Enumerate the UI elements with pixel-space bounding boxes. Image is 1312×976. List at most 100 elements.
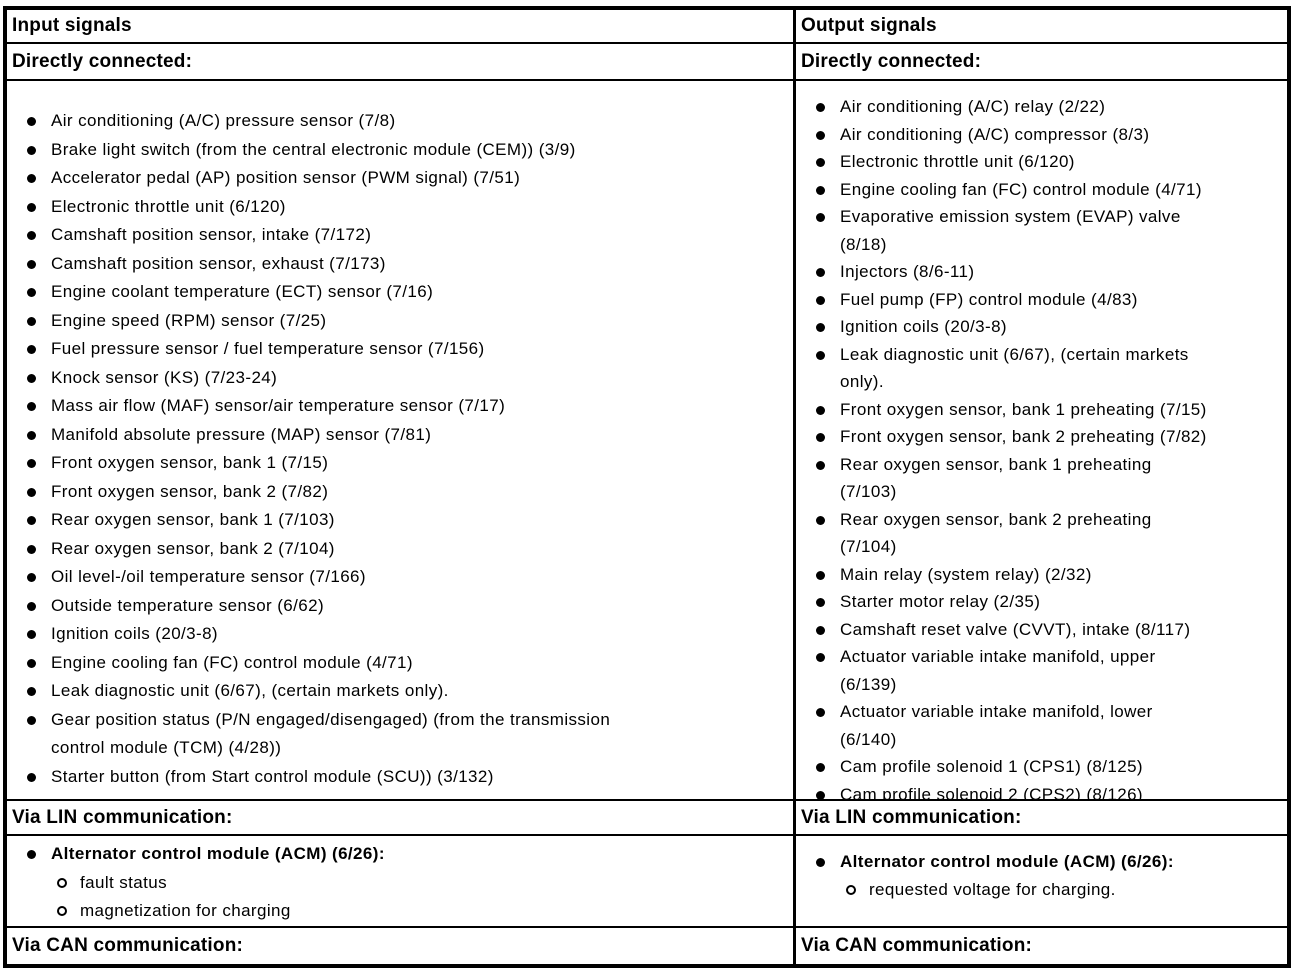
list-item: Outside temperature sensor (6/62) xyxy=(27,592,787,621)
list-item-label: Starter motor relay (2/35) xyxy=(840,592,1041,611)
list-item: Front oxygen sensor, bank 2 preheating (… xyxy=(816,423,1281,451)
bullet-icon xyxy=(27,373,36,383)
bullet-icon xyxy=(27,687,36,696)
list-item: Rear oxygen sensor, bank 2 preheating (7… xyxy=(816,506,1281,561)
list-item-label: Engine cooling fan (FC) control module (… xyxy=(51,652,413,672)
list-item: Air conditioning (A/C) compressor (8/3) xyxy=(816,121,1281,149)
sub-item-label: magnetization for charging xyxy=(80,901,291,920)
bullet-icon xyxy=(27,145,36,155)
list-item: Gear position status (P/N engaged/diseng… xyxy=(27,706,787,763)
lin-module-label: Alternator control module (ACM) (6/26): xyxy=(51,844,385,863)
input-directly-connected-cell: Directly connected: xyxy=(7,44,793,81)
bullet-icon xyxy=(27,288,36,297)
list-item: Engine speed (RPM) sensor (7/25) xyxy=(27,307,787,336)
input-signals-header-cell: Input signals xyxy=(7,10,793,44)
bullet-icon xyxy=(27,430,36,440)
list-item: Manifold absolute pressure (MAP) sensor … xyxy=(27,421,787,450)
bullet-icon xyxy=(27,850,36,859)
bullet-icon xyxy=(27,573,36,582)
output-directly-connected-label: Directly connected: xyxy=(801,50,982,72)
list-item-label: Electronic throttle unit (6/120) xyxy=(840,152,1075,171)
list-item: Oil level-/oil temperature sensor (7/166… xyxy=(27,563,787,592)
sub-item-label: fault status xyxy=(80,872,168,892)
output-via-can-label: Via CAN communication: xyxy=(801,935,1033,956)
bullet-icon xyxy=(816,130,825,140)
input-directly-connected-label: Directly connected: xyxy=(12,50,193,72)
circle-bullet-icon xyxy=(57,906,67,916)
list-item-label: Actuator variable intake manifold, lower… xyxy=(840,702,1153,749)
list-item-label: Actuator variable intake manifold, upper… xyxy=(840,647,1156,694)
list-item: Alternator control module (ACM) (6/26): xyxy=(27,840,787,869)
sub-list-item: requested voltage for charging. xyxy=(816,876,1281,904)
bullet-icon xyxy=(816,213,825,222)
bullet-icon xyxy=(27,516,36,525)
list-item-label: Mass air flow (MAF) sensor/air temperatu… xyxy=(51,396,506,415)
sub-list-item: fault status xyxy=(27,869,787,898)
bullet-icon xyxy=(27,658,36,668)
list-item-label: Ignition coils (20/3-8) xyxy=(840,317,1007,336)
list-item-label: Fuel pressure sensor / fuel temperature … xyxy=(51,339,485,358)
bullet-icon xyxy=(816,350,825,360)
input-via-lin-label: Via LIN communication: xyxy=(12,806,233,828)
list-item: Air conditioning (A/C) pressure sensor (… xyxy=(27,107,787,136)
list-item-label: Fuel pump (FP) control module (4/83) xyxy=(840,289,1138,309)
list-item-label: Air conditioning (A/C) compressor (8/3) xyxy=(840,124,1150,144)
bullet-icon xyxy=(816,323,825,332)
list-item: Cam profile solenoid 1 (CPS1) (8/125) xyxy=(816,753,1281,781)
input-lin-items-list: Alternator control module (ACM) (6/26): … xyxy=(7,836,793,926)
sub-item-label: requested voltage for charging. xyxy=(869,879,1116,899)
list-item-label: Camshaft reset valve (CVVT), intake (8/1… xyxy=(840,619,1191,639)
output-directly-connected-cell: Directly connected: xyxy=(793,44,1287,81)
list-item: Leak diagnostic unit (6/67), (certain ma… xyxy=(816,341,1281,396)
bullet-icon xyxy=(27,544,36,554)
list-item: Actuator variable intake manifold, upper… xyxy=(816,643,1281,698)
list-item-label: Engine speed (RPM) sensor (7/25) xyxy=(51,310,327,330)
list-item: Front oxygen sensor, bank 1 (7/15) xyxy=(27,449,787,478)
input-via-can-label: Via CAN communication: xyxy=(12,935,244,956)
list-item: Camshaft position sensor, intake (7/172) xyxy=(27,221,787,250)
list-item: Electronic throttle unit (6/120) xyxy=(27,193,787,222)
circle-bullet-icon xyxy=(57,877,67,888)
lin-module-label: Alternator control module (ACM) (6/26): xyxy=(840,852,1174,871)
list-item-label: Rear oxygen sensor, bank 2 (7/104) xyxy=(51,538,335,558)
input-via-can-cell: Via CAN communication: xyxy=(7,928,793,964)
list-item: Camshaft position sensor, exhaust (7/173… xyxy=(27,250,787,279)
bullet-icon xyxy=(27,259,36,269)
bullet-icon xyxy=(816,103,825,112)
list-item: Leak diagnostic unit (6/67), (certain ma… xyxy=(27,677,787,706)
list-item: Engine cooling fan (FC) control module (… xyxy=(816,176,1281,204)
bullet-icon xyxy=(27,487,36,497)
list-item-label: Rear oxygen sensor, bank 1 preheating (7… xyxy=(840,454,1152,502)
bullet-icon xyxy=(27,772,36,782)
bullet-icon xyxy=(27,459,36,468)
input-lin-items-cell: Alternator control module (ACM) (6/26): … xyxy=(7,836,793,928)
list-item-label: Injectors (8/6-11) xyxy=(840,262,975,281)
list-item-label: Front oxygen sensor, bank 2 preheating (… xyxy=(840,427,1207,446)
list-item-label: Accelerator pedal (AP) position sensor (… xyxy=(51,168,521,187)
list-item: Accelerator pedal (AP) position sensor (… xyxy=(27,164,787,193)
list-item: Engine cooling fan (FC) control module (… xyxy=(27,649,787,678)
list-item: Front oxygen sensor, bank 1 preheating (… xyxy=(816,396,1281,424)
bullet-icon xyxy=(816,763,825,772)
list-item: Camshaft reset valve (CVVT), intake (8/1… xyxy=(816,616,1281,644)
bullet-icon xyxy=(816,460,825,470)
bullet-icon xyxy=(816,858,825,867)
bullet-icon xyxy=(816,653,825,662)
bullet-icon xyxy=(816,515,825,525)
output-signals-header-cell: Output signals xyxy=(793,10,1287,44)
input-signals-header: Input signals xyxy=(12,15,132,36)
signals-table: Input signals Output signals Directly co… xyxy=(3,6,1291,968)
input-direct-items-list: Air conditioning (A/C) pressure sensor (… xyxy=(7,81,793,791)
bullet-icon xyxy=(27,630,36,639)
output-signals-header: Output signals xyxy=(801,15,937,36)
output-lin-items-list: Alternator control module (ACM) (6/26): … xyxy=(796,836,1287,903)
list-item: Brake light switch (from the central ele… xyxy=(27,136,787,165)
output-direct-items-list: Air conditioning (A/C) relay (2/22) Air … xyxy=(796,81,1287,799)
bullet-icon xyxy=(816,185,825,195)
list-item: Knock sensor (KS) (7/23-24) xyxy=(27,364,787,393)
list-item: Mass air flow (MAF) sensor/air temperatu… xyxy=(27,392,787,421)
list-item: Starter motor relay (2/35) xyxy=(816,588,1281,616)
list-item-label: Oil level-/oil temperature sensor (7/166… xyxy=(51,567,366,586)
bullet-icon xyxy=(816,625,825,635)
